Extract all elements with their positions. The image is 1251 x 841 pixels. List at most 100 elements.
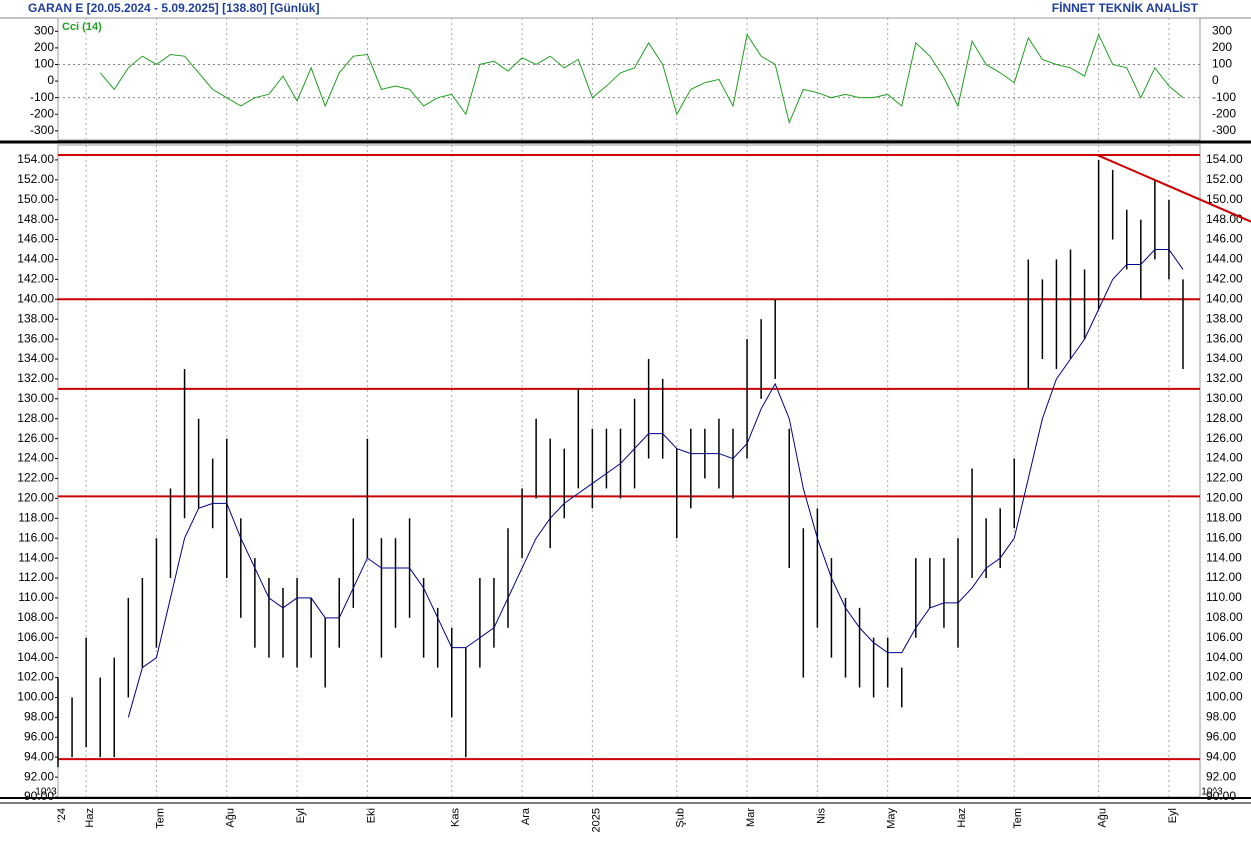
cci-line	[99, 33, 1184, 125]
y-tick-label: 92.00	[1206, 769, 1236, 783]
y-tick-label: 108.00	[17, 610, 54, 624]
y-tick-label: -300	[1212, 123, 1236, 137]
y-tick-label: 110.00	[18, 590, 54, 604]
moving-average	[127, 249, 1184, 718]
y-tick-label: 90.00	[1206, 789, 1236, 803]
x-tick-label: Haz	[84, 808, 96, 828]
y-tick-label: 132.00	[17, 371, 54, 385]
y-tick-label: 98.00	[24, 710, 54, 724]
y-tick-label: 118.00	[18, 510, 54, 524]
y-tick-label: 136.00	[17, 331, 54, 345]
y-tick-label: -200	[1212, 106, 1236, 120]
y-tick-label: 300	[1212, 23, 1232, 37]
y-tick-label: 130.00	[1206, 391, 1243, 405]
x-tick-label: Tem	[154, 808, 166, 829]
y-tick-label: 140.00	[17, 291, 54, 305]
x-tick-label: Şub	[675, 808, 687, 828]
y-tick-label: 110.00	[1206, 590, 1242, 604]
y-tick-label: 200	[1212, 40, 1232, 54]
y-tick-label: 112.00	[1206, 570, 1242, 584]
y-tick-label: 104.00	[17, 650, 54, 664]
x-tick-label: Eyl	[295, 808, 307, 823]
y-tick-label: 134.00	[1206, 351, 1243, 365]
x-tick-label: Kas	[450, 808, 462, 827]
y-tick-label: 116.00	[18, 530, 54, 544]
y-tick-label: 94.00	[1206, 749, 1236, 763]
y-tick-label: 106.00	[1206, 630, 1243, 644]
y-tick-label: 150.00	[1206, 192, 1243, 206]
y-tick-label: 126.00	[17, 431, 54, 445]
y-tick-label: 142.00	[17, 272, 54, 286]
y-tick-label: 152.00	[1206, 172, 1243, 186]
x-tick-label: Haz	[956, 808, 968, 828]
y-tick-label: 150.00	[17, 192, 54, 206]
y-tick-label: 108.00	[1206, 610, 1243, 624]
y-tick-label: 120.00	[17, 491, 54, 505]
y-tick-label: 100.00	[1206, 690, 1243, 704]
y-tick-label: 124.00	[17, 451, 54, 465]
y-tick-label: 154.00	[1206, 152, 1243, 166]
y-tick-label: 94.00	[24, 749, 54, 763]
y-tick-label: 106.00	[17, 630, 54, 644]
y-tick-label: 118.00	[1206, 510, 1242, 524]
y-tick-label: 0	[47, 73, 54, 87]
y-tick-label: -100	[30, 90, 54, 104]
y-tick-label: 122.00	[1206, 471, 1243, 485]
y-tick-label: 148.00	[17, 212, 54, 226]
y-tick-label: 0	[1212, 73, 1219, 87]
x-tick-label: Eyl	[1167, 808, 1179, 823]
trend-line	[1096, 154, 1251, 223]
y-tick-label: 120.00	[1206, 491, 1243, 505]
x-tick-label: '24	[56, 808, 68, 822]
x-tick-label: Ağu	[1097, 808, 1109, 828]
y-tick-label: 154.00	[17, 152, 54, 166]
y-tick-label: 126.00	[1206, 431, 1243, 445]
y-tick-label: 100.00	[17, 690, 54, 704]
y-tick-label: 96.00	[24, 729, 54, 743]
scale-label: 10^3	[1201, 787, 1223, 798]
y-tick-label: -100	[1212, 90, 1236, 104]
x-tick-label: May	[886, 808, 898, 829]
y-tick-label: 146.00	[1206, 232, 1243, 246]
y-tick-label: -300	[30, 123, 54, 137]
y-tick-label: 136.00	[1206, 331, 1243, 345]
y-tick-label: 100	[1212, 57, 1232, 71]
y-tick-label: 104.00	[1206, 650, 1243, 664]
y-tick-label: 146.00	[17, 232, 54, 246]
y-tick-label: 90.00	[24, 789, 54, 803]
y-tick-label: 148.00	[1206, 212, 1243, 226]
y-tick-label: 134.00	[17, 351, 54, 365]
y-tick-label: 124.00	[1206, 451, 1243, 465]
indicator-title: Cci (14)	[62, 21, 102, 33]
chart-title: GARAN E [20.05.2024 - 5.09.2025] [138.80…	[28, 1, 319, 15]
y-tick-label: 128.00	[17, 411, 54, 425]
x-tick-label: Mar	[745, 808, 757, 827]
y-tick-label: 140.00	[1206, 291, 1243, 305]
y-tick-label: 128.00	[1206, 411, 1243, 425]
x-tick-label: Nis	[815, 808, 827, 824]
x-tick-label: 2025	[590, 808, 602, 832]
y-tick-label: 132.00	[1206, 371, 1243, 385]
y-tick-label: 102.00	[17, 670, 54, 684]
scale-label: 10^3	[35, 787, 57, 798]
y-tick-label: 300	[34, 23, 54, 37]
x-tick-label: Ağu	[225, 808, 237, 828]
y-tick-label: 144.00	[17, 252, 54, 266]
x-tick-label: Tem	[1012, 808, 1024, 829]
chart-subtitle: FİNNET TEKNİK ANALİST	[1052, 0, 1199, 15]
y-tick-label: 152.00	[17, 172, 54, 186]
y-tick-label: 200	[34, 40, 54, 54]
y-tick-label: 138.00	[1206, 311, 1243, 325]
y-tick-label: 138.00	[17, 311, 54, 325]
y-tick-label: 142.00	[1206, 272, 1243, 286]
y-tick-label: 114.00	[1206, 550, 1242, 564]
y-tick-label: 100	[34, 57, 54, 71]
y-tick-label: 98.00	[1206, 710, 1236, 724]
y-tick-label: 122.00	[17, 471, 54, 485]
y-tick-label: 144.00	[1206, 252, 1243, 266]
y-tick-label: 96.00	[1206, 729, 1236, 743]
y-tick-label: 112.00	[18, 570, 54, 584]
